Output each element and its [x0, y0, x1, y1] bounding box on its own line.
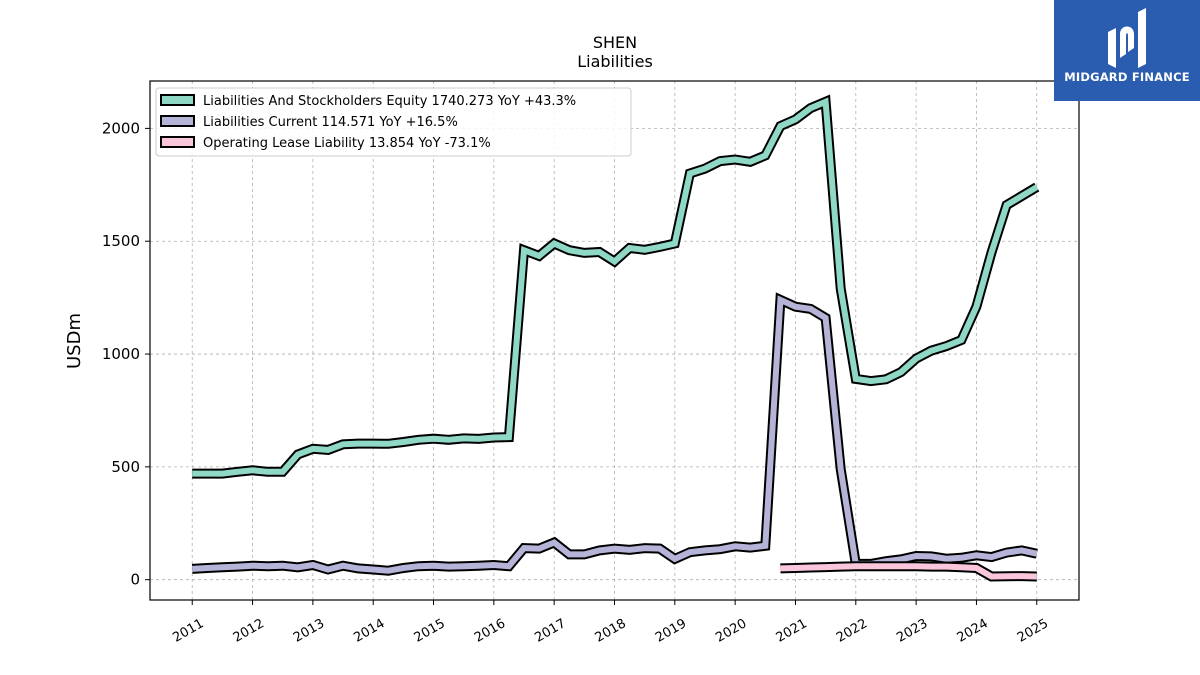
series-1	[191, 292, 1038, 576]
legend: Liabilities And Stockholders Equity 1740…	[155, 87, 632, 157]
x-tick-label: 2020	[713, 616, 749, 646]
x-tick-label: 2018	[593, 616, 629, 646]
y-axis-label: USDm	[64, 313, 85, 369]
grid	[150, 81, 1079, 600]
x-tick-label: 2024	[955, 616, 991, 646]
x-tick-label: 2016	[472, 616, 508, 646]
series-2	[780, 561, 1037, 582]
y-tick-label: 1000	[102, 345, 140, 363]
series-line	[780, 563, 1037, 580]
x-tick-label: 2021	[774, 616, 810, 646]
legend-label: Liabilities And Stockholders Equity 1740…	[203, 94, 576, 109]
legend-label: Operating Lease Liability 13.854 YoY -73…	[203, 136, 491, 151]
x-tick-label: 2013	[291, 616, 327, 646]
x-tick-label: 2023	[894, 616, 930, 646]
series-line	[192, 97, 1039, 477]
x-tick-label: 2022	[834, 616, 870, 646]
x-tick-label: 2015	[412, 616, 448, 646]
legend-box	[155, 87, 632, 157]
legend-swatch	[160, 94, 195, 106]
series-layer	[191, 94, 1040, 582]
logo-text: MIDGARD FINANCE	[1064, 70, 1190, 84]
midgard-logo-icon	[1108, 8, 1146, 68]
legend-swatch	[160, 115, 195, 127]
x-tick-label: 2014	[351, 616, 387, 646]
y-tick-label: 1500	[102, 232, 140, 250]
x-tick-label: 2017	[532, 616, 568, 646]
brand-logo: MIDGARD FINANCE	[1054, 0, 1200, 101]
y-tick-label: 2000	[102, 119, 140, 137]
y-tick-label: 0	[130, 571, 140, 589]
chart-title: SHEN	[593, 33, 637, 52]
x-tick-label: 2011	[170, 616, 206, 646]
x-tick-label: 2019	[653, 616, 689, 646]
chart-subtitle: Liabilities	[577, 52, 653, 71]
series-0	[192, 94, 1040, 479]
legend-swatch	[160, 136, 195, 148]
x-tick-label: 2012	[231, 616, 267, 646]
legend-label: Liabilities Current 114.571 YoY +16.5%	[203, 115, 458, 130]
series-line	[192, 295, 1038, 574]
y-tick-label: 500	[111, 458, 140, 476]
x-tick-label: 2025	[1015, 616, 1051, 646]
